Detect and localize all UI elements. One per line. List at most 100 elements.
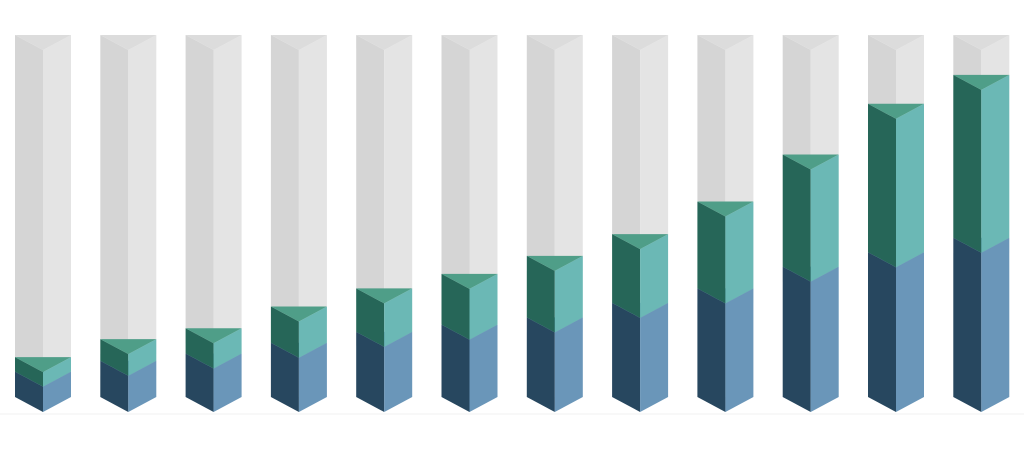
right-face bbox=[554, 35, 583, 271]
track bbox=[612, 35, 669, 250]
track bbox=[782, 35, 839, 170]
left-face bbox=[356, 35, 385, 304]
bar-segment bbox=[441, 273, 498, 340]
bar-segment bbox=[15, 357, 71, 387]
right-face bbox=[384, 331, 413, 412]
left-face bbox=[782, 266, 811, 412]
left-face bbox=[100, 339, 129, 376]
left-face bbox=[526, 317, 555, 412]
right-face bbox=[43, 357, 71, 387]
right-face bbox=[981, 74, 1010, 253]
track bbox=[270, 35, 327, 322]
left-face bbox=[868, 252, 896, 412]
right-face bbox=[640, 302, 669, 412]
top-cap bbox=[953, 35, 1010, 50]
right-face bbox=[554, 255, 583, 333]
right-face bbox=[298, 306, 327, 358]
left-face bbox=[441, 35, 470, 289]
top-cap bbox=[697, 35, 754, 50]
right-face bbox=[896, 103, 924, 268]
track bbox=[185, 35, 242, 344]
left-face bbox=[953, 237, 982, 412]
right-face bbox=[469, 273, 498, 340]
left-face bbox=[15, 35, 43, 373]
right-face bbox=[213, 328, 242, 369]
left-face bbox=[782, 154, 811, 282]
left-face bbox=[697, 288, 726, 412]
top-cap bbox=[185, 328, 242, 344]
right-face bbox=[725, 288, 754, 412]
top-cap bbox=[270, 35, 327, 50]
left-face bbox=[185, 328, 214, 369]
left-face bbox=[868, 103, 896, 268]
bar-segment bbox=[782, 154, 839, 282]
left-face bbox=[612, 302, 641, 412]
bar-segment bbox=[953, 74, 1010, 253]
right-face bbox=[554, 317, 583, 412]
right-face bbox=[981, 237, 1010, 412]
bar-segment bbox=[100, 339, 157, 376]
bar-segment bbox=[868, 252, 924, 412]
left-face bbox=[270, 35, 299, 322]
top-cap bbox=[356, 288, 413, 304]
top-cap bbox=[526, 35, 583, 50]
top-cap bbox=[868, 35, 924, 50]
right-face bbox=[213, 35, 242, 344]
bar-segment bbox=[526, 255, 583, 333]
right-face bbox=[810, 154, 839, 282]
right-face bbox=[896, 35, 924, 119]
left-face bbox=[441, 273, 470, 340]
right-face bbox=[725, 201, 754, 304]
left-face bbox=[868, 35, 896, 119]
right-face bbox=[725, 35, 754, 217]
left-face bbox=[356, 288, 385, 347]
right-face bbox=[213, 353, 242, 412]
top-cap bbox=[953, 74, 1010, 90]
right-face bbox=[128, 35, 157, 355]
left-face bbox=[15, 371, 43, 412]
bar-segment bbox=[697, 288, 754, 412]
left-face bbox=[526, 35, 555, 271]
top-cap bbox=[15, 357, 71, 373]
right-face bbox=[640, 35, 669, 250]
track bbox=[526, 35, 583, 271]
top-cap bbox=[356, 35, 413, 50]
left-face bbox=[270, 306, 299, 358]
right-face bbox=[640, 234, 669, 318]
left-face bbox=[697, 35, 726, 217]
bar-segment bbox=[441, 324, 498, 412]
top-cap bbox=[868, 103, 924, 119]
top-cap bbox=[782, 35, 839, 50]
left-face bbox=[612, 234, 641, 318]
right-face bbox=[128, 360, 157, 412]
top-cap bbox=[697, 201, 754, 217]
left-face bbox=[441, 324, 470, 412]
left-face bbox=[953, 74, 982, 253]
left-face bbox=[270, 342, 299, 412]
top-cap bbox=[441, 35, 498, 50]
top-cap bbox=[782, 154, 839, 170]
left-face bbox=[612, 35, 641, 250]
bar-segment bbox=[697, 201, 754, 304]
top-cap bbox=[15, 35, 71, 50]
bar-segment bbox=[270, 306, 327, 358]
right-face bbox=[298, 35, 327, 322]
bar-segment bbox=[953, 237, 1010, 412]
top-cap bbox=[441, 273, 498, 289]
track bbox=[100, 35, 157, 355]
right-face bbox=[469, 35, 498, 289]
right-face bbox=[384, 35, 413, 304]
left-face bbox=[526, 255, 555, 333]
top-cap bbox=[100, 339, 157, 355]
left-face bbox=[697, 201, 726, 304]
right-face bbox=[810, 35, 839, 170]
right-face bbox=[810, 266, 839, 412]
track bbox=[868, 35, 924, 119]
left-face bbox=[15, 357, 43, 387]
track bbox=[356, 35, 413, 304]
left-face bbox=[185, 353, 214, 412]
bar-segment bbox=[185, 328, 242, 369]
top-cap bbox=[612, 234, 669, 250]
left-face bbox=[100, 35, 129, 355]
